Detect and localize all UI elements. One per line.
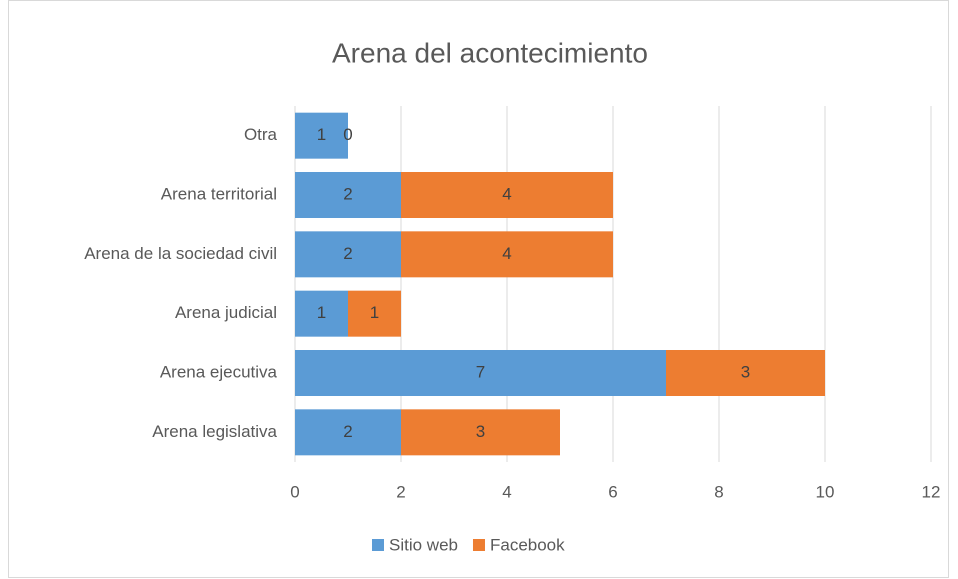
data-label: 1 [317,303,326,322]
data-label: 4 [502,244,511,263]
bar [666,350,825,396]
y-tick-label: Arena de la sociedad civil [84,244,277,263]
data-label: 3 [741,362,750,381]
legend-swatch [472,539,485,551]
y-tick-label: Otra [244,125,278,144]
bar [401,409,560,456]
x-tick-label: 8 [714,482,723,501]
y-tick-label: Arena territorial [161,184,277,203]
x-tick-label: 12 [922,482,941,501]
bar [295,409,401,456]
bar [295,290,348,337]
x-tick-label: 10 [816,482,835,501]
data-label: 7 [476,362,485,381]
data-label: 2 [343,422,352,441]
x-tick-label: 4 [502,482,511,501]
y-tick-label: Arena ejecutiva [160,362,278,381]
data-label: 0 [343,125,352,144]
bar [295,231,401,278]
data-label: 1 [370,303,379,322]
legend-label: Facebook [490,535,565,554]
bar [401,231,613,278]
data-label: 4 [502,184,511,203]
chart-frame [8,0,949,578]
data-label: 2 [343,184,352,203]
bar [348,290,401,337]
data-label: 1 [317,125,326,144]
bar [295,172,401,218]
data-label: 2 [343,244,352,263]
legend-swatch [372,539,384,551]
chart-title: Arena del acontecimiento [332,37,648,68]
legend-label: Sitio web [389,535,458,554]
bar [295,112,348,159]
y-tick-label: Arena legislativa [152,422,277,441]
bar [295,350,666,396]
x-tick-label: 2 [396,482,405,501]
x-tick-label: 0 [290,482,299,501]
bar [401,172,613,218]
data-label: 3 [476,422,485,441]
x-tick-label: 6 [608,482,617,501]
y-tick-label: Arena judicial [175,303,277,322]
